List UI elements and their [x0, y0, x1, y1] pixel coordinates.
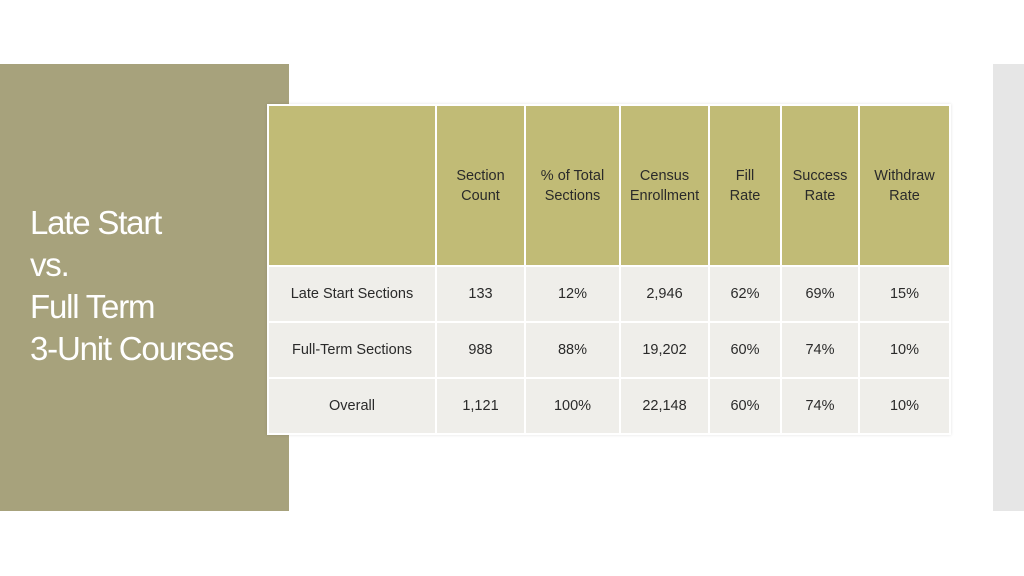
header-withdraw-rate: Withdraw Rate — [858, 104, 951, 267]
cell-withdraw-rate: 10% — [858, 377, 951, 435]
row-label: Late Start Sections — [267, 265, 437, 323]
header-pct-total-sections: % of Total Sections — [524, 104, 621, 267]
slide-title: Late Start vs. Full Term 3-Unit Courses — [30, 202, 234, 370]
cell-withdraw-rate: 10% — [858, 321, 951, 379]
cell-success-rate: 74% — [780, 321, 860, 379]
cell-success-rate: 74% — [780, 377, 860, 435]
cell-census-enrollment: 19,202 — [619, 321, 710, 379]
cell-success-rate: 69% — [780, 265, 860, 323]
cell-pct-total-sections: 88% — [524, 321, 621, 379]
table-row: Full-Term Sections 988 88% 19,202 60% 74… — [267, 321, 951, 379]
cell-fill-rate: 60% — [708, 377, 782, 435]
title-line: Full Term — [30, 288, 155, 325]
cell-census-enrollment: 2,946 — [619, 265, 710, 323]
header-fill-rate: Fill Rate — [708, 104, 782, 267]
cell-census-enrollment: 22,148 — [619, 377, 710, 435]
cell-section-count: 1,121 — [435, 377, 526, 435]
cell-withdraw-rate: 15% — [858, 265, 951, 323]
title-line: Late Start — [30, 204, 162, 241]
cell-fill-rate: 62% — [708, 265, 782, 323]
header-census-enrollment: Census Enrollment — [619, 104, 710, 267]
table-row: Late Start Sections 133 12% 2,946 62% 69… — [267, 265, 951, 323]
cell-pct-total-sections: 12% — [524, 265, 621, 323]
title-line: vs. — [30, 246, 70, 283]
title-panel — [0, 64, 289, 511]
cell-pct-total-sections: 100% — [524, 377, 621, 435]
row-label: Overall — [267, 377, 437, 435]
row-label: Full-Term Sections — [267, 321, 437, 379]
title-line: 3-Unit Courses — [30, 330, 234, 367]
header-success-rate: Success Rate — [780, 104, 860, 267]
header-section-count: Section Count — [435, 104, 526, 267]
comparison-table: Section Count % of Total Sections Census En… — [267, 104, 951, 435]
header-empty-cell — [267, 104, 437, 267]
cell-section-count: 133 — [435, 265, 526, 323]
table-header-row: Section Count % of Total Sections Census En… — [267, 104, 951, 267]
cell-section-count: 988 — [435, 321, 526, 379]
table-row: Overall 1,121 100% 22,148 60% 74% 10% — [267, 377, 951, 435]
cell-fill-rate: 60% — [708, 321, 782, 379]
right-edge-strip — [993, 64, 1024, 511]
